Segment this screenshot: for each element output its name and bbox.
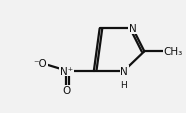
Text: CH₃: CH₃	[164, 47, 183, 57]
Text: N⁺: N⁺	[60, 66, 73, 76]
Text: ⁻O: ⁻O	[34, 58, 47, 68]
Text: N: N	[120, 66, 128, 76]
Text: N: N	[129, 24, 137, 34]
Text: H: H	[120, 81, 127, 89]
Text: O: O	[62, 86, 71, 95]
